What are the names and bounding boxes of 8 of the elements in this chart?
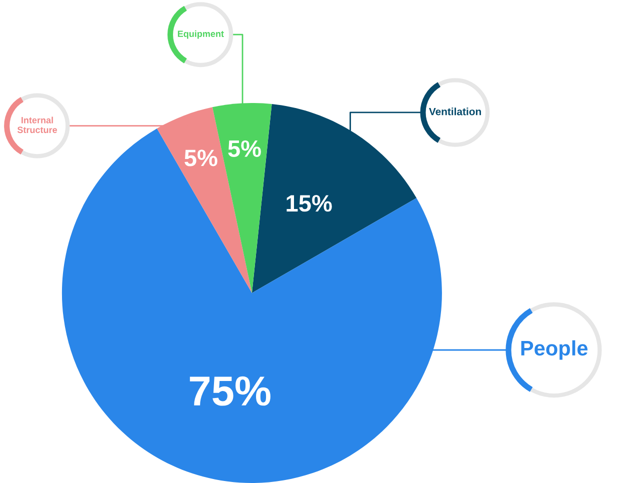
slice-label: Internal Structure xyxy=(17,116,57,134)
data-label: 5% xyxy=(228,140,261,158)
data-label: 75% xyxy=(190,376,270,406)
data-label: 5% xyxy=(184,150,218,166)
data-label: 15% xyxy=(286,195,332,212)
slice-label: Equipment xyxy=(178,30,224,39)
slice-label: Ventilation xyxy=(429,108,481,116)
slice-label: People xyxy=(521,340,588,360)
